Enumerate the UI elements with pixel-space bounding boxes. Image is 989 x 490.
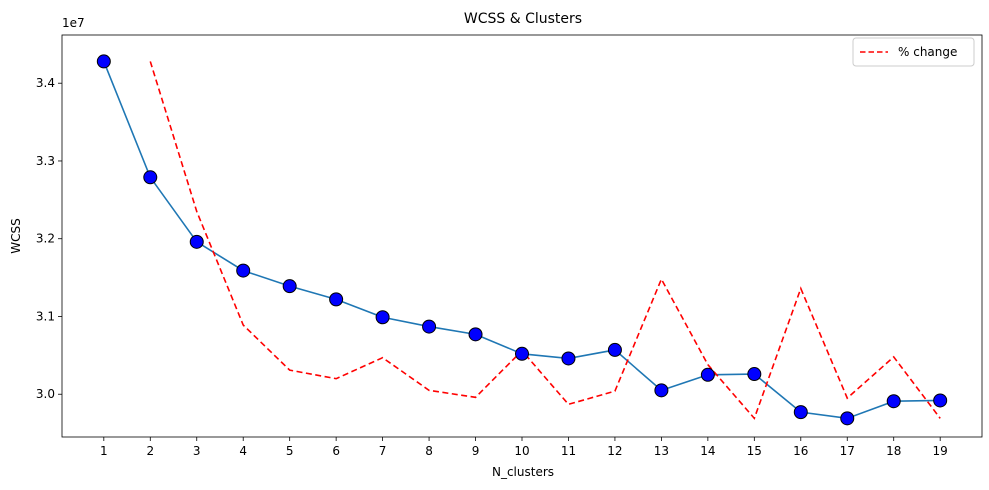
wcss-point xyxy=(515,346,529,361)
y-tick-label: 3.2 xyxy=(36,232,55,246)
y-axis-title: WCSS xyxy=(9,218,23,253)
wcss-point xyxy=(282,279,297,294)
wcss-point xyxy=(236,263,251,278)
x-tick-label: 6 xyxy=(332,444,340,458)
x-tick-label: 14 xyxy=(700,444,715,458)
axes-frame xyxy=(61,34,983,438)
y-tick-label: 3.3 xyxy=(36,154,55,168)
x-axis-title: N_clusters xyxy=(492,465,554,479)
percent-change-line xyxy=(149,61,941,420)
x-tick-label: 8 xyxy=(425,444,433,458)
wcss-point xyxy=(654,383,669,398)
y-tick-label: 3.4 xyxy=(36,76,55,90)
wcss-point xyxy=(375,310,390,325)
x-tick-label: 13 xyxy=(654,444,669,458)
y-offset-label: 1e7 xyxy=(62,16,85,30)
wcss-point xyxy=(747,367,762,382)
x-tick-label: 15 xyxy=(747,444,762,458)
wcss-point xyxy=(607,342,622,357)
x-tick-label: 11 xyxy=(561,444,576,458)
chart-title: WCSS & Clusters xyxy=(464,11,582,27)
x-tick-label: 16 xyxy=(793,444,808,458)
plot-area: 1 2 3 4 5 6 7 8 9 10 11 12 13 14 15 16 17 18 193.03.13.23.… xyxy=(36,34,983,458)
x-tick-label: 2 xyxy=(146,444,154,458)
legend-label-percent-change: % change xyxy=(898,45,957,59)
x-tick-label: 9 xyxy=(472,444,480,458)
legend: % change xyxy=(852,37,975,67)
wcss-point xyxy=(886,394,901,409)
wcss-point xyxy=(840,411,855,426)
y-tick-label: 3.0 xyxy=(36,387,55,401)
legend-box xyxy=(852,37,975,67)
y-tick-label: 3.1 xyxy=(36,309,55,323)
x-tick-label: 17 xyxy=(840,444,855,458)
wcss-point xyxy=(329,292,344,307)
x-tick-label: 12 xyxy=(607,444,622,458)
wcss-point xyxy=(143,170,158,185)
x-tick-label: 18 xyxy=(886,444,901,458)
x-tick-label: 7 xyxy=(379,444,387,458)
wcss-point xyxy=(561,351,576,366)
wcss-point xyxy=(96,54,111,69)
wcss-point xyxy=(422,319,437,334)
wcss-point xyxy=(700,367,715,382)
x-tick-label: 10 xyxy=(514,444,529,458)
x-tick-label: 5 xyxy=(286,444,294,458)
x-tick-label: 1 xyxy=(100,444,108,458)
wcss-point xyxy=(793,405,808,420)
wcss-point xyxy=(933,393,948,408)
wcss-point xyxy=(189,234,204,249)
x-tick-label: 3 xyxy=(193,444,201,458)
wcss-point xyxy=(468,327,483,342)
x-tick-label: 19 xyxy=(933,444,948,458)
x-tick-label: 4 xyxy=(239,444,247,458)
